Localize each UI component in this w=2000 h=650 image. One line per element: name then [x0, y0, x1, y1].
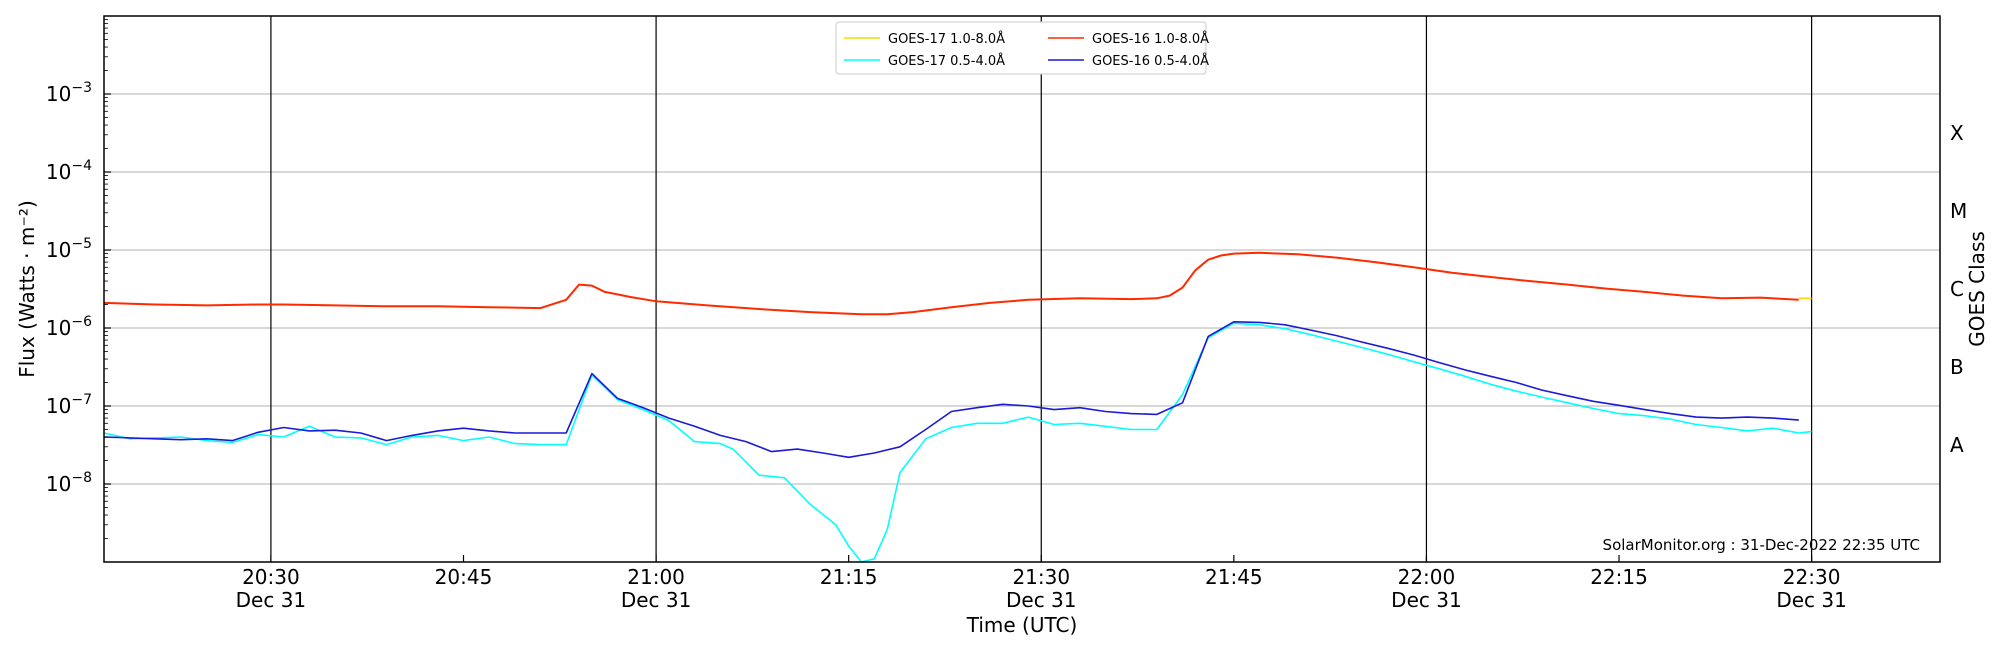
y-axis-right-title: GOES Class: [1965, 231, 1989, 347]
y-tick-label: 10−6: [46, 314, 92, 340]
x-tick-date-label: Dec 31: [1776, 588, 1847, 612]
x-tick-label: 20:45: [435, 565, 493, 589]
credit-text: SolarMonitor.org : 31-Dec-2022 22:35 UTC: [1603, 536, 1920, 554]
goes-class-label: C: [1950, 277, 1964, 301]
goes-class-label: A: [1950, 433, 1964, 457]
series-layer: [103, 251, 1812, 563]
legend-box: [835, 21, 1207, 75]
goes-class-labels: A B C M X: [1950, 121, 1967, 457]
x-axis-title: Time (UTC): [966, 613, 1078, 637]
plot-frame: [103, 15, 1941, 563]
x-tick-label: 22:00: [1398, 565, 1456, 589]
y-tick-label: 10−3: [46, 80, 92, 106]
x-tick-label: 20:30: [242, 565, 300, 589]
y-tick-label: 10−7: [46, 392, 92, 418]
legend-label: GOES-16 1.0-8.0Å: [1092, 31, 1209, 47]
legend-label: GOES-16 0.5-4.0Å: [1092, 53, 1209, 69]
series-line: [103, 320, 1799, 459]
x-tick-label: 21:30: [1012, 565, 1070, 589]
y-tick-label: 10−5: [46, 236, 92, 262]
y-axis-title: Flux (Watts · m⁻²): [15, 200, 39, 378]
x-tick-date-label: Dec 31: [1391, 588, 1462, 612]
legend-label: GOES-17 0.5-4.0Å: [888, 53, 1005, 69]
x-tick-date-label: Dec 31: [621, 588, 692, 612]
series-line: [103, 251, 1799, 316]
x-tick-date-label: Dec 31: [1006, 588, 1077, 612]
x-tick-label: 21:15: [820, 565, 878, 589]
x-tick-label: 21:00: [627, 565, 685, 589]
x-tick-label: 22:15: [1590, 565, 1648, 589]
goes-class-label: X: [1950, 121, 1964, 145]
legend-label: GOES-17 1.0-8.0Å: [888, 31, 1005, 47]
y-tick-label: 10−8: [46, 470, 92, 496]
x-tick-label: 22:30: [1783, 565, 1841, 589]
grid-layer: [104, 16, 1940, 562]
x-tick-date-label: Dec 31: [236, 588, 307, 612]
x-tick-label: 21:45: [1205, 565, 1263, 589]
legend: GOES-17 1.0-8.0Å GOES-17 0.5-4.0Å GOES-1…: [835, 21, 1209, 75]
goes-class-label: B: [1950, 355, 1964, 379]
y-tick-label: 10−4: [46, 158, 92, 184]
series-line: [103, 322, 1812, 563]
goes-class-label: M: [1950, 199, 1967, 223]
